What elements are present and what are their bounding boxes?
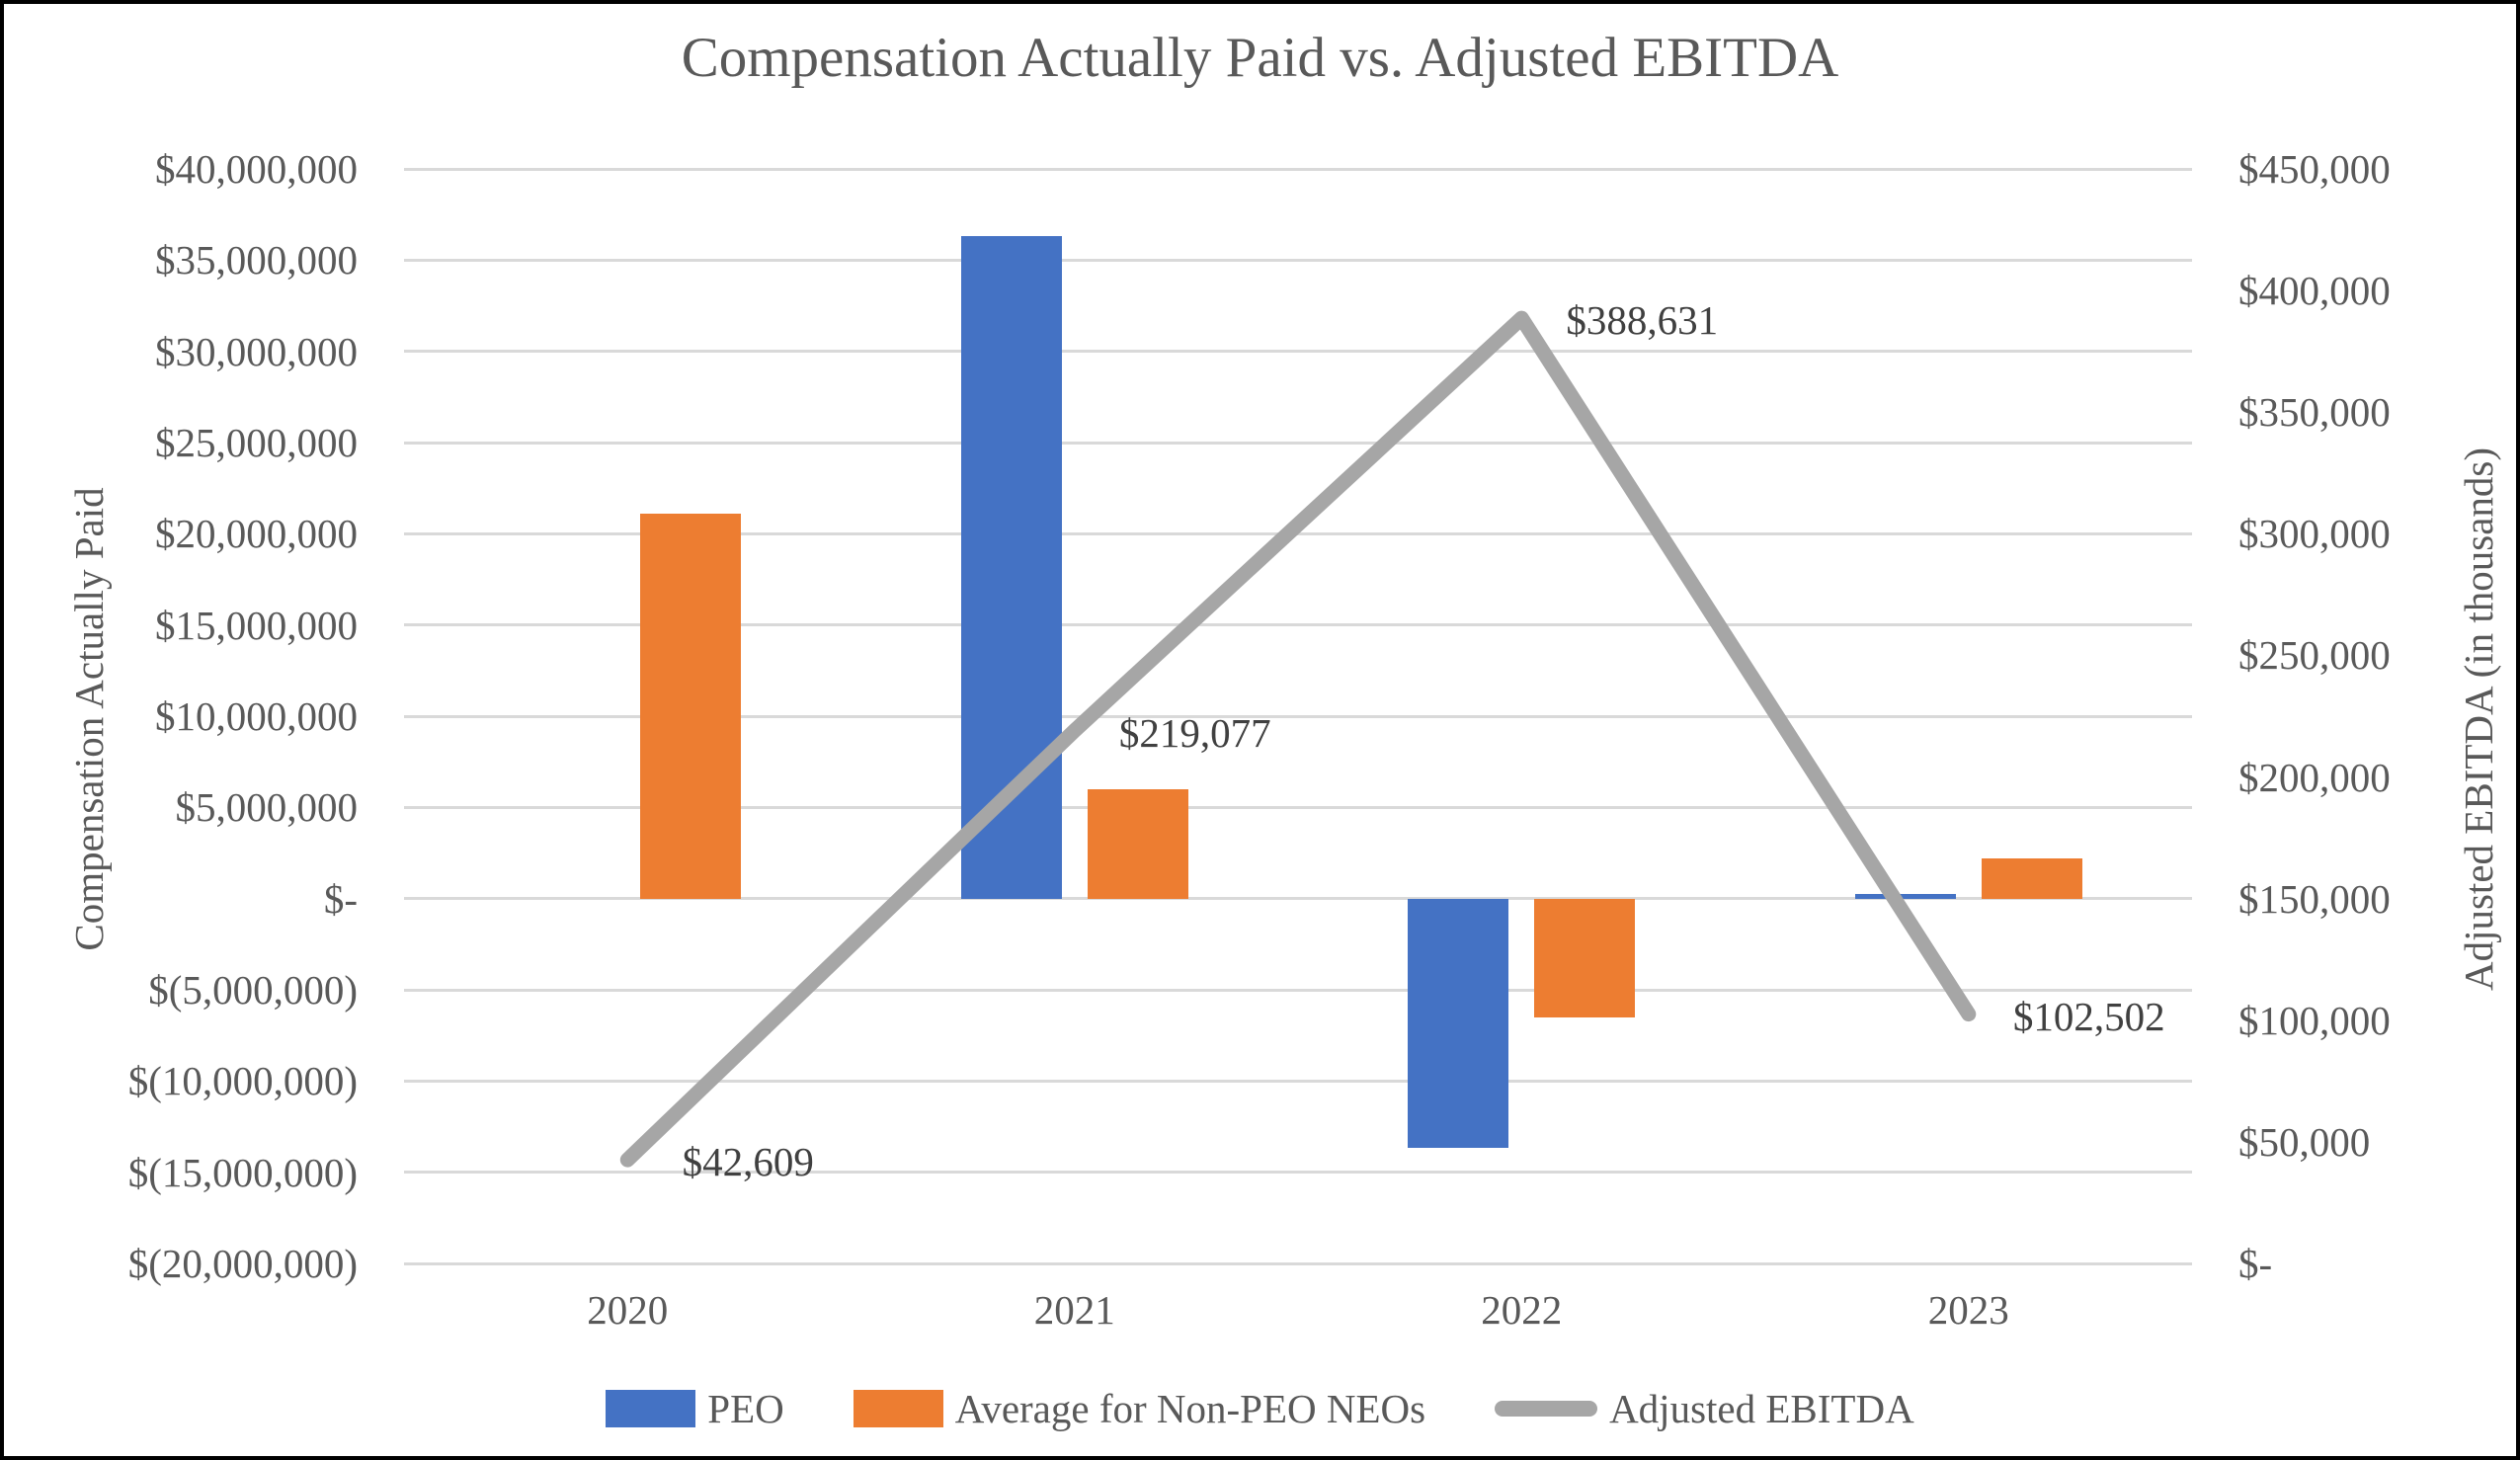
right-axis-tick-label: $400,000 <box>2238 268 2391 314</box>
right-axis-tick-label: $300,000 <box>2238 511 2391 557</box>
adjusted-ebitda-line <box>619 310 1977 1168</box>
left-axis-tick-label: $35,000,000 <box>155 237 358 284</box>
left-axis-tick-label: $40,000,000 <box>155 146 358 192</box>
x-axis-label-2023: 2023 <box>1927 1287 2009 1333</box>
gridline <box>404 167 2192 171</box>
bar-nonpeo-2023 <box>1981 858 2082 899</box>
legend-item-peo: PEO <box>606 1385 784 1432</box>
line-data-label-2020: $42,609 <box>682 1139 814 1185</box>
left-axis-tick-label: $5,000,000 <box>175 784 359 831</box>
legend-swatch-ebitda <box>1495 1401 1598 1417</box>
bar-nonpeo-2022 <box>1534 898 1636 1017</box>
gridline <box>404 897 2192 901</box>
legend-label-ebitda: Adjusted EBITDA <box>1609 1386 1914 1431</box>
right-axis-tick-label: $50,000 <box>2238 1118 2371 1165</box>
left-axis-tick-label: $- <box>323 875 358 922</box>
x-axis-label-2021: 2021 <box>1033 1287 1115 1333</box>
legend-label-peo: PEO <box>707 1386 784 1431</box>
gridline <box>404 350 2192 354</box>
chart-title: Compensation Actually Paid vs. Adjusted … <box>681 27 1839 89</box>
x-axis-label-2020: 2020 <box>587 1287 669 1333</box>
line-data-label-2023: $102,502 <box>2012 993 2165 1039</box>
bar-peo-2023 <box>1854 894 1956 899</box>
gridline <box>404 1079 2192 1083</box>
gridline <box>404 623 2192 627</box>
right-axis-tick-label: $150,000 <box>2238 875 2391 922</box>
bar-nonpeo-2020 <box>640 514 742 899</box>
gridline <box>404 714 2192 718</box>
left-axis-tick-label: $(10,000,000) <box>127 1058 358 1104</box>
left-axis-tick-label: $30,000,000 <box>155 328 358 374</box>
bar-nonpeo-2021 <box>1087 788 1188 899</box>
left-axis-tick-label: $10,000,000 <box>155 693 358 739</box>
gridline <box>404 1261 2192 1265</box>
right-axis-tick-label: $200,000 <box>2238 754 2391 800</box>
right-axis-tick-label: $350,000 <box>2238 389 2391 436</box>
legend-swatch-peo <box>606 1390 696 1427</box>
left-axis-tick-label: $25,000,000 <box>155 420 358 465</box>
legend-label-nonpeo: Average for Non-PEO NEOs <box>954 1386 1426 1431</box>
gridline <box>404 805 2192 809</box>
bar-peo-2022 <box>1408 898 1509 1148</box>
x-axis-label-2022: 2022 <box>1481 1287 1563 1333</box>
left-axis-tick-label: $(5,000,000) <box>148 967 358 1013</box>
gridline <box>404 1171 2192 1175</box>
right-axis-tick-label: $- <box>2238 1241 2273 1286</box>
left-axis-tick-label: $20,000,000 <box>155 511 358 557</box>
left-axis-tick-label: $15,000,000 <box>155 602 358 648</box>
legend-swatch-nonpeo <box>853 1390 943 1427</box>
line-data-label-2022: $388,631 <box>1566 297 1719 344</box>
legend-item-nonpeo: Average for Non-PEO NEOs <box>853 1385 1426 1432</box>
right-axis-tick-label: $100,000 <box>2238 997 2391 1043</box>
gridline <box>404 441 2192 445</box>
gridline <box>404 988 2192 992</box>
legend-item-ebitda: Adjusted EBITDA <box>1495 1385 1914 1432</box>
left-axis-tick-label: $(15,000,000) <box>127 1149 358 1195</box>
gridline <box>404 258 2192 262</box>
right-axis-tick-label: $450,000 <box>2238 146 2391 192</box>
legend: PEO Average for Non-PEO NEOs Adjusted EBIT… <box>4 1383 2516 1434</box>
line-data-label-2021: $219,077 <box>1118 709 1271 756</box>
left-axis-tick-label: $(20,000,000) <box>127 1241 358 1286</box>
right-axis-tick-label: $250,000 <box>2238 632 2391 679</box>
